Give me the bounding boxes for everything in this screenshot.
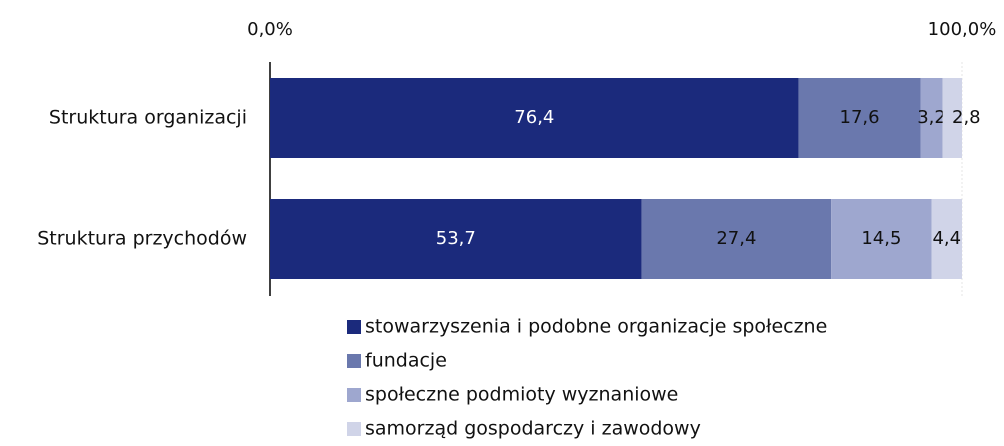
data-label: 14,5 — [861, 228, 901, 249]
bar-segment — [270, 199, 642, 279]
legend-swatch — [347, 422, 361, 436]
legend-label: społeczne podmioty wyznaniowe — [365, 384, 678, 406]
bar-segment — [942, 78, 962, 158]
bar-segment — [270, 78, 799, 158]
x-tick-label: 0,0% — [247, 19, 293, 40]
x-tick-label: 100,0% — [928, 19, 997, 40]
bar-segment — [931, 199, 962, 279]
data-label: 4,4 — [932, 228, 961, 249]
legend-label: stowarzyszenia i podobne organizacje spo… — [365, 316, 827, 338]
bar-segment — [641, 199, 832, 279]
data-label: 27,4 — [716, 228, 756, 249]
data-label: 53,7 — [436, 228, 476, 249]
legend-label: samorząd gospodarczy i zawodowy — [365, 418, 701, 440]
legend-swatch — [347, 320, 361, 334]
category-label: Struktura organizacji — [49, 107, 247, 129]
bar-segment — [920, 78, 943, 158]
legend-swatch — [347, 354, 361, 368]
data-label: 3,2 — [917, 107, 946, 128]
data-label: 76,4 — [514, 107, 554, 128]
data-label: 17,6 — [840, 107, 880, 128]
legend-swatch — [347, 388, 361, 402]
legend-label: fundacje — [365, 350, 447, 372]
bar-segment — [798, 78, 921, 158]
category-label: Struktura przychodów — [37, 228, 247, 250]
bar-segment — [831, 199, 932, 279]
data-label: 2,8 — [952, 107, 981, 128]
